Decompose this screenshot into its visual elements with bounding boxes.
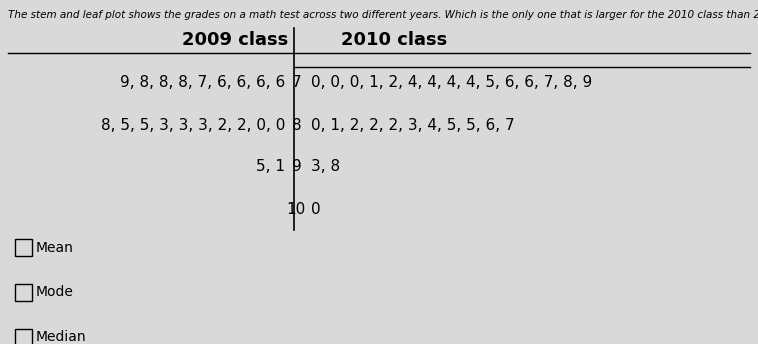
Text: 0, 0, 0, 1, 2, 4, 4, 4, 4, 5, 6, 6, 7, 8, 9: 0, 0, 0, 1, 2, 4, 4, 4, 4, 5, 6, 6, 7, 8…: [311, 75, 592, 90]
Text: 2010 class: 2010 class: [341, 31, 447, 49]
Text: 9, 8, 8, 8, 7, 6, 6, 6, 6: 9, 8, 8, 8, 7, 6, 6, 6, 6: [120, 75, 285, 90]
Text: 5, 1: 5, 1: [256, 159, 285, 174]
Text: Median: Median: [36, 330, 86, 344]
Bar: [15, 239, 32, 256]
Text: 0: 0: [311, 202, 321, 217]
Bar: [15, 329, 32, 344]
Text: 7: 7: [292, 75, 301, 90]
Text: 9: 9: [292, 159, 301, 174]
Text: The stem and leaf plot shows the grades on a math test across two different year: The stem and leaf plot shows the grades …: [8, 10, 758, 20]
Text: 0, 1, 2, 2, 2, 3, 4, 5, 5, 6, 7: 0, 1, 2, 2, 2, 3, 4, 5, 5, 6, 7: [311, 118, 515, 133]
Bar: [15, 284, 32, 301]
Text: Mean: Mean: [36, 241, 74, 255]
Text: 8: 8: [292, 118, 301, 133]
Text: 8, 5, 5, 3, 3, 3, 2, 2, 0, 0: 8, 5, 5, 3, 3, 3, 2, 2, 0, 0: [101, 118, 285, 133]
Text: 3, 8: 3, 8: [311, 159, 340, 174]
Text: 10: 10: [287, 202, 306, 217]
Text: 2009 class: 2009 class: [182, 31, 288, 49]
Text: Mode: Mode: [36, 286, 74, 299]
